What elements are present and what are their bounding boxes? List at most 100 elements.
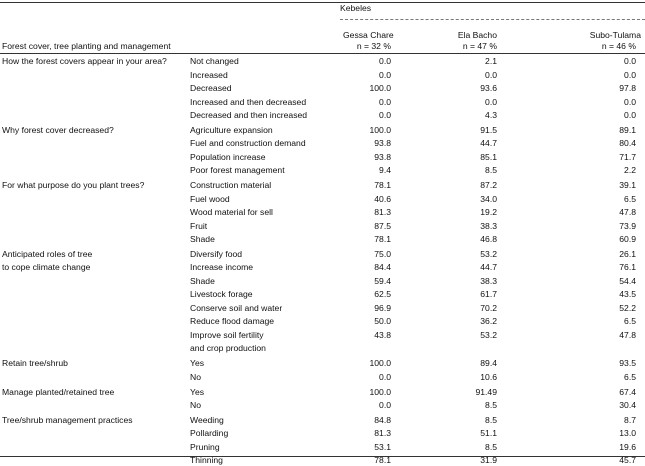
value-cell: 100.0 (369, 124, 391, 135)
section-label: Manage planted/retained tree (2, 386, 115, 397)
row-label: Diversify food (190, 248, 243, 259)
value-cell: 2.1 (485, 56, 497, 66)
row-label: Conserve soil and water (190, 302, 283, 313)
row-label: Pruning (190, 441, 220, 452)
value-cell: 40.6 (374, 193, 391, 204)
value-cell: 70.2 (480, 302, 497, 313)
value-cell: 43.8 (374, 329, 391, 340)
section-label: How the forest covers appear in your are… (2, 56, 167, 66)
row-label: Poor forest management (190, 165, 285, 176)
column-n-2: n = 47 % (462, 41, 497, 51)
row-label: No (190, 400, 201, 410)
value-cell: 0.0 (379, 110, 391, 120)
row-label: Improve soil fertility (190, 329, 264, 340)
section-label: Retain tree/shrub (2, 358, 68, 369)
row-label: and crop production (190, 343, 266, 354)
value-cell: 43.5 (619, 289, 636, 300)
value-cell: 36.2 (480, 316, 497, 327)
row-label: Reduce flood damage (190, 316, 275, 327)
value-cell: 47.8 (619, 329, 636, 340)
group-header: Kebeles (340, 3, 372, 13)
value-cell: 4.3 (485, 110, 497, 120)
value-cell: 6.5 (624, 316, 636, 327)
section-label: For what purpose do you plant trees? (2, 180, 145, 191)
value-cell: 19.6 (619, 441, 636, 452)
row-label: Construction material (190, 180, 272, 191)
row-label: Agriculture expansion (190, 124, 273, 135)
value-cell: 2.2 (624, 165, 636, 176)
row-label: Yes (190, 386, 205, 397)
value-cell: 67.4 (619, 386, 636, 397)
value-cell: 13.0 (619, 428, 636, 439)
value-cell: 59.4 (374, 275, 391, 286)
row-label: Fuel and construction demand (190, 138, 306, 149)
value-cell: 97.8 (619, 83, 636, 93)
stub-header: Forest cover, tree planting and manageme… (2, 41, 171, 51)
value-cell: 84.4 (374, 262, 391, 273)
value-cell: 51.1 (480, 428, 497, 439)
value-cell: 46.8 (480, 234, 497, 245)
value-cell: 19.2 (480, 207, 497, 218)
value-cell: 0.0 (485, 69, 497, 80)
column-header-2: Ela Bacho (457, 30, 497, 40)
value-cell: 62.5 (374, 289, 391, 300)
value-cell: 0.0 (379, 400, 391, 410)
value-cell: 26.1 (619, 248, 636, 259)
value-cell: 0.0 (624, 56, 636, 66)
value-cell: 81.3 (374, 428, 391, 439)
value-cell: 0.0 (379, 56, 391, 66)
row-label: Shade (190, 234, 215, 245)
value-cell: 44.7 (480, 262, 497, 273)
row-label: No (190, 371, 201, 382)
value-cell: 75.0 (374, 248, 391, 259)
value-cell: 38.3 (480, 275, 497, 286)
value-cell: 0.0 (624, 69, 636, 80)
value-cell: 9.4 (379, 165, 391, 176)
value-cell: 53.2 (480, 248, 497, 259)
value-cell: 93.8 (374, 138, 391, 149)
value-cell: 100.0 (369, 358, 391, 369)
value-cell: 8.5 (485, 400, 497, 410)
value-cell: 39.1 (619, 180, 636, 191)
row-label: Fuel wood (190, 193, 230, 204)
value-cell: 50.0 (374, 316, 391, 327)
value-cell: 53.2 (480, 329, 497, 340)
row-label: Yes (190, 358, 205, 369)
value-cell: 6.5 (624, 371, 636, 382)
row-label: Increased (190, 69, 228, 80)
value-cell: 38.3 (480, 220, 497, 231)
row-label: Shade (190, 275, 215, 286)
value-cell: 0.0 (485, 96, 497, 107)
value-cell: 0.0 (624, 96, 636, 107)
row-label: Pollarding (190, 428, 229, 439)
value-cell: 47.8 (619, 207, 636, 218)
value-cell: 6.5 (624, 193, 636, 204)
value-cell: 78.1 (374, 234, 391, 245)
value-cell: 0.0 (624, 110, 636, 120)
value-cell: 54.4 (619, 275, 636, 286)
value-cell: 76.1 (619, 262, 636, 273)
row-label: Weeding (190, 414, 224, 425)
value-cell: 60.9 (619, 234, 636, 245)
row-label: Decreased and then increased (190, 110, 308, 120)
top-rule (0, 2, 645, 3)
column-n-3: n = 46 % (601, 41, 636, 51)
value-cell: 8.7 (624, 414, 636, 425)
row-label: Wood material for sell (190, 207, 273, 218)
value-cell: 89.1 (619, 124, 636, 135)
value-cell: 44.7 (480, 138, 497, 149)
value-cell: 91.5 (480, 124, 497, 135)
value-cell: 61.7 (480, 289, 497, 300)
value-cell: 0.0 (379, 371, 391, 382)
value-cell: 100.0 (369, 386, 391, 397)
column-header-1: Gessa Chare (343, 30, 394, 40)
value-cell: 81.3 (374, 207, 391, 218)
header-rule (0, 53, 645, 54)
section-label: Tree/shrub management practices (2, 414, 133, 425)
value-cell: 91.49 (475, 386, 497, 397)
section-label: Anticipated roles of tree (2, 248, 93, 259)
row-label: Decreased (190, 83, 232, 93)
bottom-rule (0, 456, 645, 457)
value-cell: 84.8 (374, 414, 391, 425)
value-cell: 87.2 (480, 180, 497, 191)
